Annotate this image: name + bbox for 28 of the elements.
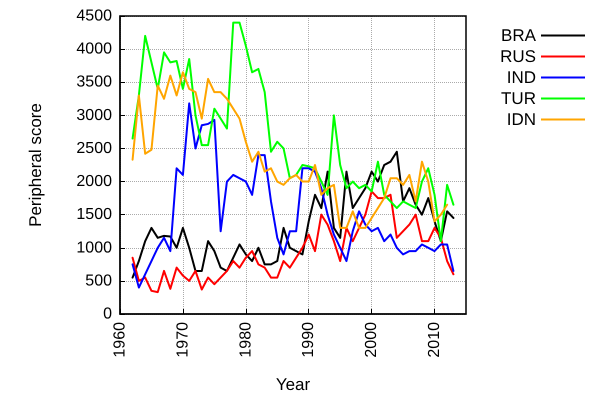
legend-label: RUS [500, 47, 536, 66]
y-tick-label: 2000 [76, 173, 112, 190]
line-series [132, 102, 454, 289]
x-tick-label: 1980 [237, 322, 254, 358]
x-tick-label: 1960 [112, 322, 128, 358]
x-axis-title: Year [276, 375, 311, 394]
y-tick-label: 2500 [76, 140, 112, 157]
y-tick-label: 3500 [76, 74, 112, 91]
line-series [132, 150, 454, 279]
legend-label: IDN [506, 110, 536, 129]
legend-label: IND [506, 68, 536, 87]
y-tick-label: 0 [103, 306, 112, 322]
y-tick-label: 3000 [76, 106, 112, 124]
x-tick-label: 1990 [300, 322, 318, 358]
y-tick-label: 4000 [76, 40, 112, 58]
x-tick-label: 2000 [363, 322, 380, 358]
line-series [132, 190, 454, 294]
y-tick-label: 1500 [76, 206, 112, 224]
y-tick-label: 500 [85, 272, 112, 290]
legend-label: BRA [501, 26, 537, 45]
y-axis-title: Peripheral score [26, 103, 45, 227]
y-tick-label: 4500 [76, 8, 112, 24]
x-tick-label: 1970 [174, 322, 192, 358]
y-tick-label: 1000 [76, 239, 112, 256]
line-series [132, 71, 448, 229]
legend-label: TUR [501, 89, 536, 108]
line-series [132, 22, 454, 242]
x-tick-label: 2010 [426, 322, 444, 358]
